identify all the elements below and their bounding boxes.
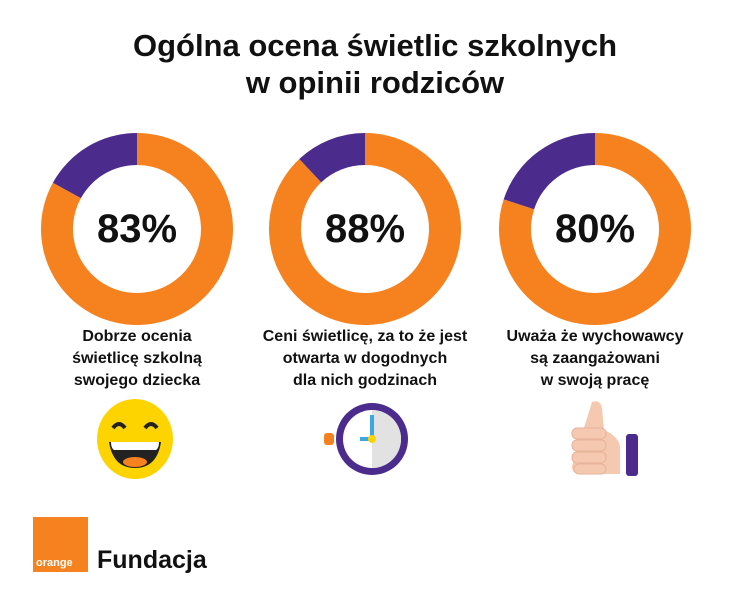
donut-chart: 80% [499,133,691,325]
title-line-1: Ogólna ocena świetlic szkolnych [132,28,618,63]
caption-line: w swoją pracę [540,372,650,389]
caption-line: są zaangażowani [530,350,660,367]
percentage-label: 88% [324,207,406,251]
laughing-face-icon [95,398,175,485]
chart-caption: Dobrze ocenia świetlicę szkolną swojego dz… [17,326,257,392]
caption-line: Dobrze ocenia [82,328,192,345]
donut-chart: 83% [41,133,233,325]
donut-segment-rest [503,133,595,210]
page-title: Ogólna ocena świetlic szkolnych w opinii… [0,27,750,101]
logo-text: orange [36,557,73,569]
donut-segment-positive [41,133,233,325]
title-line-2: w opinii rodziców [245,65,505,100]
donut-segment-rest [52,133,137,199]
donut-chart: 88% [269,133,461,325]
clock-icon [322,398,418,485]
caption-line: swojego dziecka [73,372,201,389]
caption-line: Ceni świetlicę, za to że jest [262,328,468,345]
percentage-label: 80% [554,207,636,251]
donut-segment-positive [269,133,461,325]
chart-caption: Ceni świetlicę, za to że jest otwarta w d… [245,326,485,392]
caption-line: Uważa że wychowawcy [506,328,684,345]
chart-caption: Uważa że wychowawcy są zaangażowani w swoj… [475,326,715,392]
orange-logo: orange [33,517,88,572]
percentage-label: 83% [96,207,178,251]
caption-line: otwarta w dogodnych [282,350,448,367]
thumbs-up-icon [562,398,652,485]
donut-segment-rest [299,133,365,183]
caption-line: dla nich godzinach [292,372,437,389]
brand-name: Fundacja [97,546,207,574]
caption-line: świetlicę szkolną [72,350,202,367]
donut-segment-positive [499,133,691,325]
